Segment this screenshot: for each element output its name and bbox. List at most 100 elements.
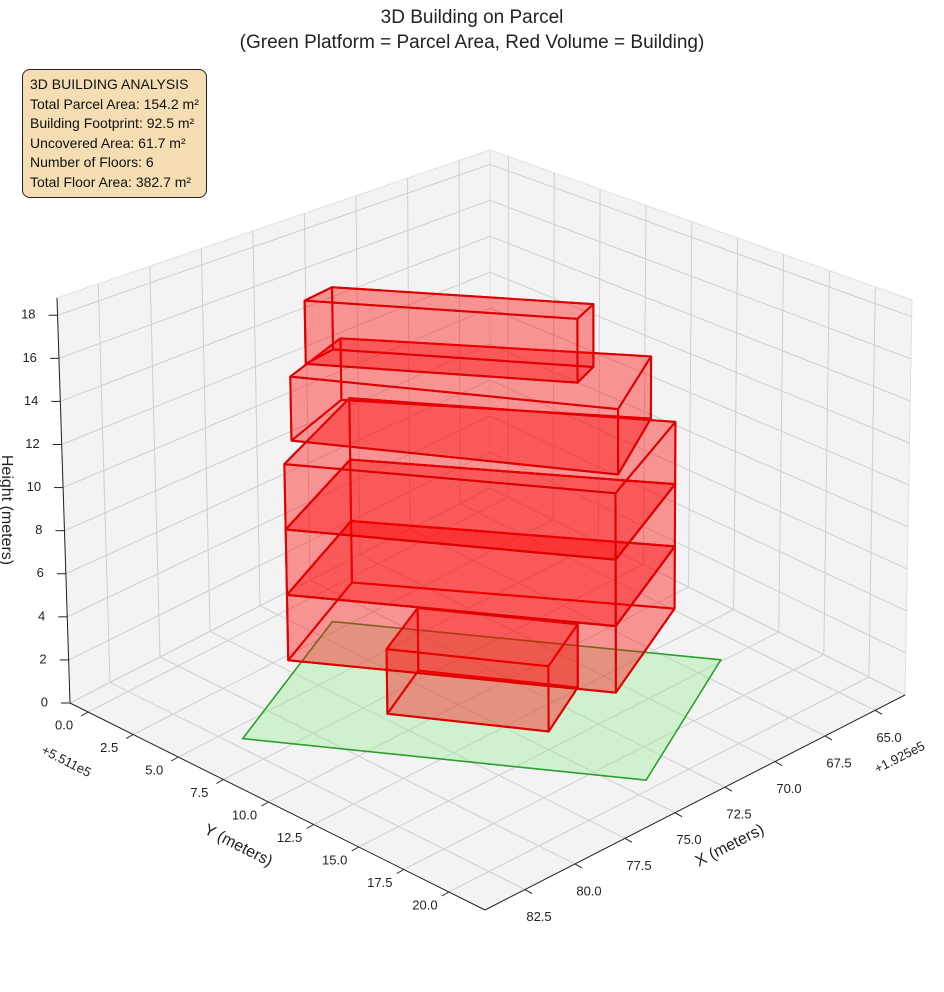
axis-line bbox=[69, 702, 486, 911]
info-line: Number of Floors: 6 bbox=[30, 154, 154, 170]
z-tick-label: 18 bbox=[21, 307, 35, 322]
x-tick-label: 65.0 bbox=[876, 730, 901, 745]
chart-subtitle: (Green Platform = Parcel Area, Red Volum… bbox=[240, 32, 705, 53]
x-tick-label: 70.0 bbox=[776, 781, 801, 796]
y-tick-label: 17.5 bbox=[367, 875, 392, 890]
tick-mark bbox=[306, 824, 314, 829]
tick-mark bbox=[396, 869, 405, 874]
building-box bbox=[289, 337, 653, 476]
y-tick-label: 20.0 bbox=[412, 897, 437, 912]
grid-line bbox=[868, 286, 876, 678]
x-tick-label: 82.5 bbox=[526, 909, 551, 924]
z-tick-label: 8 bbox=[35, 522, 42, 537]
x-tick-label: 67.5 bbox=[826, 755, 851, 770]
grid-line bbox=[149, 266, 161, 657]
y-offset-label: +5.511e5 bbox=[39, 742, 94, 780]
building-box bbox=[283, 397, 677, 561]
tick-mark bbox=[171, 756, 179, 762]
grid-line bbox=[409, 528, 826, 737]
grid-line bbox=[458, 160, 461, 504]
z-axis-label: Height (meters) bbox=[0, 455, 15, 565]
grid-line bbox=[64, 343, 491, 532]
y-tick-label: 7.5 bbox=[190, 785, 208, 800]
x-tick-label: 80.0 bbox=[576, 883, 601, 898]
tick-mark bbox=[125, 734, 134, 739]
tick-mark bbox=[441, 891, 450, 897]
grid-line bbox=[58, 199, 491, 359]
grid-line bbox=[597, 189, 601, 543]
grid-line bbox=[403, 654, 825, 870]
tick-mark bbox=[261, 801, 269, 807]
tick-mark bbox=[574, 863, 583, 869]
chart-title: 3D Building on Parcel bbox=[381, 7, 564, 28]
tick-mark bbox=[724, 786, 733, 792]
info-line: Building Footprint: 92.5 m² bbox=[30, 115, 195, 131]
tick-mark bbox=[874, 709, 883, 715]
z-tick-label: 0 bbox=[41, 694, 48, 709]
y-tick-label: 0.0 bbox=[55, 717, 73, 732]
info-box: 3D BUILDING ANALYSIS Total Parcel Area: 1… bbox=[22, 69, 207, 198]
grid-line bbox=[65, 379, 491, 575]
grid-line bbox=[200, 248, 211, 632]
info-title: 3D BUILDING ANALYSIS bbox=[30, 76, 189, 92]
axis-line bbox=[56, 297, 71, 704]
y-axis-label: Y (meters) bbox=[201, 821, 275, 870]
grid-line bbox=[358, 631, 779, 848]
grid-line bbox=[252, 231, 261, 606]
grid-line bbox=[68, 451, 491, 661]
grid-line bbox=[60, 235, 491, 402]
grid-line bbox=[303, 213, 311, 581]
tick-mark bbox=[674, 812, 683, 818]
grid-line bbox=[489, 343, 909, 528]
info-line: Total Floor Area: 382.7 m² bbox=[30, 173, 192, 190]
info-line: Uncovered Area: 61.7 m² bbox=[30, 134, 186, 151]
parcel bbox=[241, 620, 723, 781]
tick-mark bbox=[624, 837, 633, 843]
y-tick-label: 15.0 bbox=[322, 852, 347, 867]
grid-line bbox=[552, 172, 555, 520]
building-box bbox=[385, 606, 579, 733]
grid-line bbox=[67, 415, 491, 618]
axis-line bbox=[484, 694, 906, 911]
grid-line bbox=[489, 271, 910, 444]
grid-line bbox=[61, 271, 491, 445]
grid-line bbox=[489, 451, 906, 654]
x-tick-label: 72.5 bbox=[726, 807, 751, 822]
grid-line bbox=[489, 415, 907, 612]
tick-mark bbox=[774, 761, 783, 766]
grid-line bbox=[159, 656, 576, 865]
grid-line bbox=[489, 487, 906, 696]
tick-mark bbox=[824, 735, 833, 741]
z-tick-label: 2 bbox=[39, 651, 46, 666]
z-tick-label: 16 bbox=[22, 350, 36, 365]
grid-line bbox=[87, 496, 509, 713]
grid-line bbox=[823, 270, 830, 655]
box-top bbox=[289, 337, 653, 411]
z-tick-label: 10 bbox=[27, 479, 41, 494]
grid-line bbox=[69, 487, 491, 704]
grid-line bbox=[459, 502, 876, 711]
y-tick-label: 5.0 bbox=[145, 762, 163, 777]
grid-line bbox=[448, 676, 870, 893]
tick-mark bbox=[524, 889, 533, 894]
grid-line bbox=[489, 235, 911, 402]
grid-line bbox=[733, 238, 739, 610]
y-tick-label: 12.5 bbox=[277, 830, 302, 845]
building-box bbox=[303, 286, 595, 384]
x-tick-label: 77.5 bbox=[626, 858, 651, 873]
z-tick-label: 6 bbox=[37, 565, 44, 580]
grid-line bbox=[209, 630, 626, 839]
grid-line bbox=[489, 163, 912, 318]
tick-mark bbox=[80, 711, 89, 717]
grid-line bbox=[62, 307, 491, 489]
grid-line bbox=[778, 254, 785, 633]
box-top bbox=[385, 606, 579, 668]
box-top bbox=[303, 286, 595, 320]
grid-line bbox=[687, 221, 693, 588]
y-tick-label: 10.0 bbox=[232, 807, 257, 822]
grid-line bbox=[642, 205, 647, 565]
z-tick-label: 14 bbox=[24, 393, 38, 408]
grid-line bbox=[489, 199, 912, 360]
grid-line bbox=[109, 682, 526, 890]
